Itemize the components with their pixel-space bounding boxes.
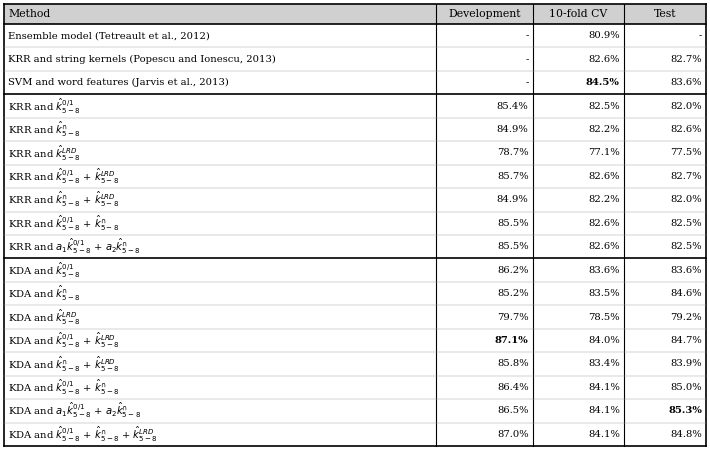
Text: 83.6%: 83.6% xyxy=(670,266,702,274)
Text: 82.6%: 82.6% xyxy=(589,242,620,251)
Text: Test: Test xyxy=(654,9,676,19)
Text: 84.8%: 84.8% xyxy=(670,430,702,439)
Text: 83.6%: 83.6% xyxy=(670,78,702,87)
Text: 78.7%: 78.7% xyxy=(497,148,529,157)
Text: -: - xyxy=(525,31,529,40)
Text: KDA and $\hat{k}_{5-8}^{\cap}$ + $\hat{k}_{5-8}^{LRD}$: KDA and $\hat{k}_{5-8}^{\cap}$ + $\hat{k… xyxy=(8,354,119,374)
Text: KRR and $\hat{k}_{5-8}^{\cap}$ + $\hat{k}_{5-8}^{LRD}$: KRR and $\hat{k}_{5-8}^{\cap}$ + $\hat{k… xyxy=(8,190,119,209)
Text: 82.5%: 82.5% xyxy=(589,102,620,111)
Text: 84.6%: 84.6% xyxy=(670,289,702,298)
Text: KRR and string kernels (Popescu and Ionescu, 2013): KRR and string kernels (Popescu and Ione… xyxy=(8,54,276,64)
Text: 79.2%: 79.2% xyxy=(670,313,702,322)
Text: 82.0%: 82.0% xyxy=(670,195,702,204)
Text: 85.7%: 85.7% xyxy=(497,172,529,181)
Text: 84.1%: 84.1% xyxy=(588,383,620,392)
Text: 79.7%: 79.7% xyxy=(497,313,529,322)
Text: KRR and $\hat{k}_{5-8}^{0/1}$ + $\hat{k}_{5-8}^{LRD}$: KRR and $\hat{k}_{5-8}^{0/1}$ + $\hat{k}… xyxy=(8,167,119,186)
Text: KRR and $\hat{k}_{5-8}^{0/1}$: KRR and $\hat{k}_{5-8}^{0/1}$ xyxy=(8,96,81,116)
Bar xyxy=(4,4,706,24)
Text: 82.7%: 82.7% xyxy=(670,172,702,181)
Text: 86.4%: 86.4% xyxy=(497,383,529,392)
Text: 84.1%: 84.1% xyxy=(588,406,620,415)
Text: 77.5%: 77.5% xyxy=(670,148,702,157)
Text: -: - xyxy=(699,31,702,40)
Text: 80.9%: 80.9% xyxy=(589,31,620,40)
Text: 85.8%: 85.8% xyxy=(497,360,529,369)
Text: KDA and $\hat{k}_{5-8}^{0/1}$ + $\hat{k}_{5-8}^{\cap}$ + $\hat{k}_{5-8}^{LRD}$: KDA and $\hat{k}_{5-8}^{0/1}$ + $\hat{k}… xyxy=(8,425,158,444)
Text: KRR and $\hat{k}_{5-8}^{\cap}$: KRR and $\hat{k}_{5-8}^{\cap}$ xyxy=(8,120,81,139)
Text: Method: Method xyxy=(8,9,50,19)
Text: KDA and $\hat{k}_{5-8}^{0/1}$ + $\hat{k}_{5-8}^{LRD}$: KDA and $\hat{k}_{5-8}^{0/1}$ + $\hat{k}… xyxy=(8,331,119,350)
Text: KRR and $\hat{k}_{5-8}^{0/1}$ + $\hat{k}_{5-8}^{\cap}$: KRR and $\hat{k}_{5-8}^{0/1}$ + $\hat{k}… xyxy=(8,214,119,233)
Text: 84.7%: 84.7% xyxy=(670,336,702,345)
Text: 87.1%: 87.1% xyxy=(495,336,529,345)
Text: 77.1%: 77.1% xyxy=(588,148,620,157)
Text: KRR and $a_1\hat{k}_{5-8}^{0/1}$ + $a_2\hat{k}_{5-8}^{\cap}$: KRR and $a_1\hat{k}_{5-8}^{0/1}$ + $a_2\… xyxy=(8,237,141,256)
Text: -: - xyxy=(525,54,529,63)
Text: 82.5%: 82.5% xyxy=(670,219,702,228)
Text: KDA and $a_1\hat{k}_{5-8}^{0/1}$ + $a_2\hat{k}_{5-8}^{\cap}$: KDA and $a_1\hat{k}_{5-8}^{0/1}$ + $a_2\… xyxy=(8,401,141,420)
Text: 84.9%: 84.9% xyxy=(497,195,529,204)
Text: KDA and $\hat{k}_{5-8}^{LRD}$: KDA and $\hat{k}_{5-8}^{LRD}$ xyxy=(8,307,81,327)
Text: 84.5%: 84.5% xyxy=(586,78,620,87)
Text: 85.3%: 85.3% xyxy=(668,406,702,415)
Text: KDA and $\hat{k}_{5-8}^{0/1}$: KDA and $\hat{k}_{5-8}^{0/1}$ xyxy=(8,261,81,280)
Text: 83.5%: 83.5% xyxy=(589,289,620,298)
Text: 83.4%: 83.4% xyxy=(588,360,620,369)
Text: 82.7%: 82.7% xyxy=(670,54,702,63)
Text: 82.6%: 82.6% xyxy=(670,125,702,134)
Text: 82.2%: 82.2% xyxy=(589,125,620,134)
Text: 84.0%: 84.0% xyxy=(588,336,620,345)
Text: 83.6%: 83.6% xyxy=(589,266,620,274)
Text: 85.4%: 85.4% xyxy=(497,102,529,111)
Text: 82.6%: 82.6% xyxy=(589,219,620,228)
Text: 85.2%: 85.2% xyxy=(497,289,529,298)
Text: 87.0%: 87.0% xyxy=(497,430,529,439)
Text: 82.6%: 82.6% xyxy=(589,54,620,63)
Text: 85.5%: 85.5% xyxy=(497,219,529,228)
Text: -: - xyxy=(525,78,529,87)
Text: Ensemble model (Tetreault et al., 2012): Ensemble model (Tetreault et al., 2012) xyxy=(8,31,210,40)
Text: 85.0%: 85.0% xyxy=(670,383,702,392)
Text: 82.5%: 82.5% xyxy=(670,242,702,251)
Text: KDA and $\hat{k}_{5-8}^{0/1}$ + $\hat{k}_{5-8}^{\cap}$: KDA and $\hat{k}_{5-8}^{0/1}$ + $\hat{k}… xyxy=(8,378,119,397)
Text: 82.6%: 82.6% xyxy=(589,172,620,181)
Text: 84.9%: 84.9% xyxy=(497,125,529,134)
Text: 85.5%: 85.5% xyxy=(497,242,529,251)
Text: 10-fold CV: 10-fold CV xyxy=(549,9,607,19)
Text: 86.5%: 86.5% xyxy=(497,406,529,415)
Text: 78.5%: 78.5% xyxy=(589,313,620,322)
Text: 83.9%: 83.9% xyxy=(670,360,702,369)
Text: KRR and $\hat{k}_{5-8}^{LRD}$: KRR and $\hat{k}_{5-8}^{LRD}$ xyxy=(8,143,81,162)
Text: 86.2%: 86.2% xyxy=(497,266,529,274)
Text: Development: Development xyxy=(448,9,520,19)
Text: 84.1%: 84.1% xyxy=(588,430,620,439)
Text: KDA and $\hat{k}_{5-8}^{\cap}$: KDA and $\hat{k}_{5-8}^{\cap}$ xyxy=(8,284,81,303)
Text: SVM and word features (Jarvis et al., 2013): SVM and word features (Jarvis et al., 20… xyxy=(8,78,229,87)
Text: 82.0%: 82.0% xyxy=(670,102,702,111)
Text: 82.2%: 82.2% xyxy=(589,195,620,204)
